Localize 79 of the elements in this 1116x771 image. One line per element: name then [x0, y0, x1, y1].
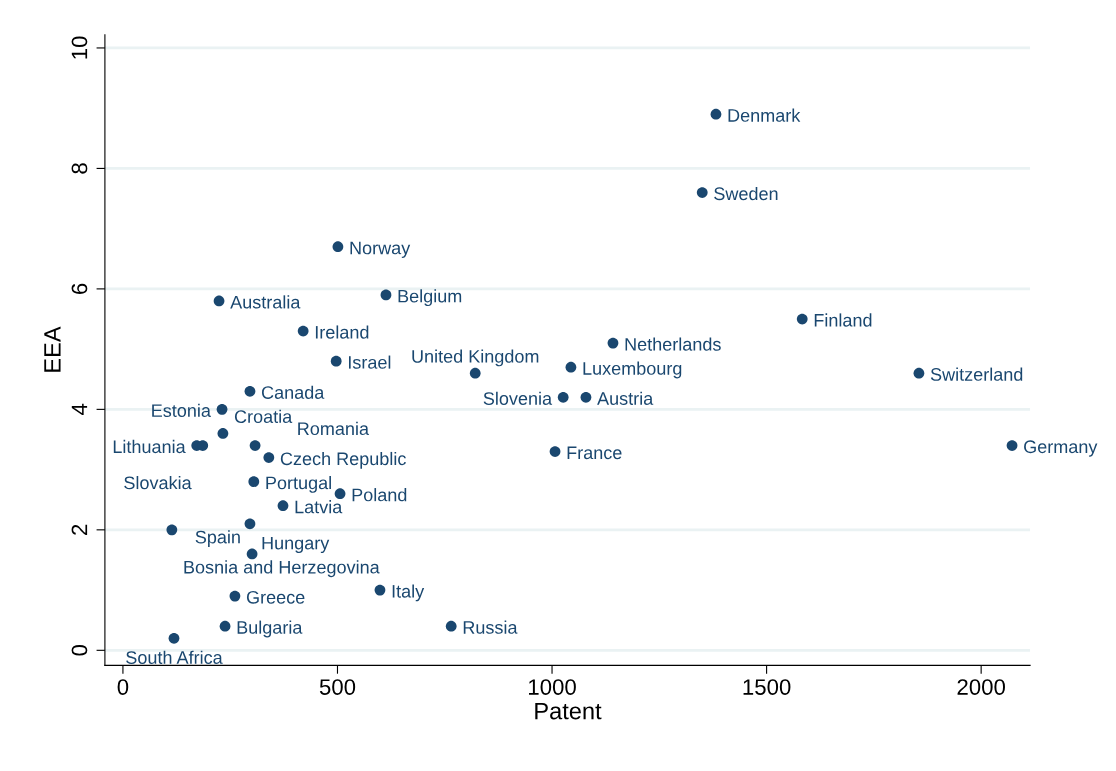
point — [1006, 440, 1018, 451]
point — [249, 440, 261, 451]
x-tick-label: 2000 — [957, 679, 1005, 695]
annotation: Austria — [597, 391, 654, 405]
y-tick-label: 4 — [71, 403, 88, 416]
point — [244, 518, 256, 530]
annotation: Israel — [348, 355, 391, 369]
annotation: Netherlands — [625, 337, 721, 351]
annotation: Switzerland — [930, 367, 1023, 381]
point — [297, 325, 309, 337]
y-axis-title: EEA — [44, 326, 61, 372]
x-tick-label: 0 — [117, 679, 129, 695]
point — [469, 367, 481, 379]
annotation: Sweden — [714, 186, 778, 201]
annotation: Italy — [392, 584, 425, 602]
annotation: United Kingdom — [412, 349, 539, 367]
annotation: South Africa — [126, 650, 223, 664]
annotation: Slovenia — [483, 391, 553, 405]
annotation: Bulgaria — [237, 620, 303, 638]
annotation: Hungary — [262, 536, 330, 554]
point — [246, 548, 258, 560]
point — [213, 295, 225, 307]
annotation: Canada — [261, 385, 325, 399]
annotation: Norway — [350, 241, 411, 258]
point — [710, 108, 722, 120]
annotation: Czech Republic — [280, 451, 406, 469]
point — [607, 337, 619, 349]
point — [334, 488, 346, 500]
annotation: Spain — [195, 530, 240, 548]
annotation: Denmark — [728, 108, 801, 122]
point — [445, 620, 457, 632]
point — [565, 361, 577, 373]
annotation: Bosnia and Herzegovina — [184, 560, 380, 578]
annotation: Ireland — [315, 325, 369, 339]
point — [913, 367, 925, 379]
x-tick-label: 500 — [319, 679, 356, 695]
point — [216, 403, 228, 415]
point — [263, 452, 275, 463]
point — [374, 584, 386, 596]
y-tick-label: 0 — [71, 645, 88, 656]
point — [229, 590, 241, 602]
annotation: Russia — [463, 620, 518, 634]
annotation: Luxembourg — [583, 361, 682, 379]
point — [557, 391, 569, 403]
point — [332, 241, 344, 253]
annotation: Poland — [352, 488, 407, 502]
annotation: France — [567, 446, 622, 460]
annotation: Lithuania — [113, 439, 186, 454]
point — [696, 187, 708, 198]
y-tick-label: 2 — [71, 524, 88, 535]
y-tick-label: 8 — [71, 163, 88, 174]
annotation: Slovakia — [124, 475, 192, 490]
point — [549, 446, 561, 457]
y-tick-label: 10 — [71, 36, 88, 59]
annotation: Belgium — [398, 289, 462, 307]
annotation: Finland — [814, 313, 872, 327]
point — [796, 313, 808, 325]
annotation: Portugal — [266, 476, 331, 493]
x-tick-label: 1500 — [743, 679, 791, 695]
annotation: Australia — [230, 295, 301, 309]
point — [248, 476, 260, 488]
annotation: Romania — [298, 421, 370, 436]
x-axis-title: Patent — [535, 702, 602, 720]
annotation: Greece — [246, 590, 305, 604]
point — [166, 524, 178, 536]
point — [580, 391, 592, 403]
point — [217, 428, 229, 439]
annotation: Latvia — [295, 500, 343, 514]
annotation: Germany — [1024, 440, 1098, 457]
point — [219, 620, 231, 632]
y-tick-label: 6 — [71, 283, 88, 294]
point — [330, 355, 342, 367]
point — [277, 500, 289, 512]
annotation: Croatia — [234, 409, 293, 424]
annotation: Estonia — [152, 403, 211, 417]
point — [380, 289, 392, 301]
point — [244, 385, 256, 397]
x-tick-label: 1000 — [529, 679, 576, 695]
point — [168, 632, 180, 644]
